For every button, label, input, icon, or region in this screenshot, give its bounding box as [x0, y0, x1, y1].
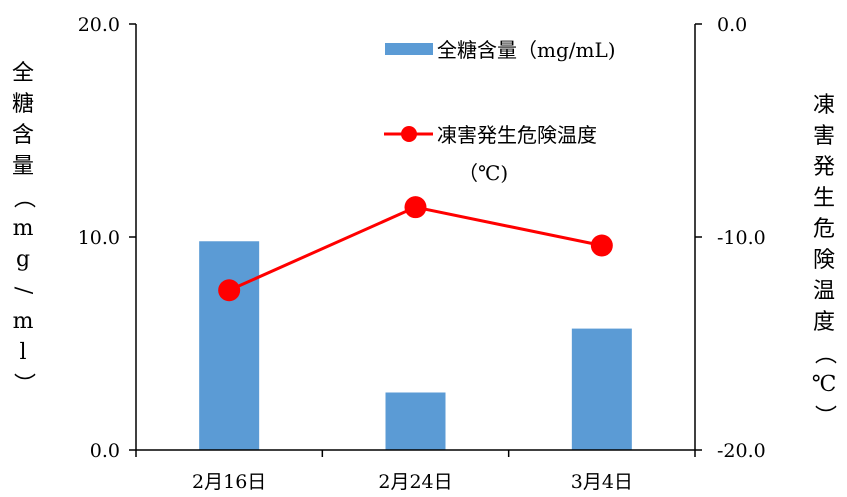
bars-group — [199, 241, 632, 450]
axis-label-char: （ — [10, 186, 36, 209]
axis-label-char: ） — [811, 404, 837, 427]
axis-label-char: 凍 — [812, 93, 835, 118]
x-tick-label-2: 3月4日 — [571, 471, 633, 493]
y-axis-left-label: 全糖含量（m g / m l） — [8, 58, 38, 399]
axis-label-char: 危 — [812, 217, 835, 242]
line-series — [228, 205, 603, 292]
x-tick-label-0: 2月16日 — [192, 471, 266, 493]
y-right-tick-label-0: -20.0 — [717, 440, 766, 462]
y-left-tick-label-1: 10.0 — [78, 227, 120, 249]
axis-label-char: g — [15, 247, 31, 272]
axis-label-char: 険 — [812, 248, 835, 273]
ticks-group: 0.0 10.0 20.0 -20.0 -10.0 0.0 2月16日 2月24日 3月4日 — [78, 14, 766, 493]
legend-line-marker — [401, 126, 417, 142]
legend-bar-label: 全糖含量（mg/mL) — [437, 38, 616, 62]
axis-label-char: m — [12, 216, 34, 241]
axis-label-char: ℃ — [811, 372, 837, 397]
axis-label-char: 含 — [11, 123, 34, 148]
axis-label-char: 生 — [812, 186, 835, 211]
axis-label-char: 度 — [812, 310, 835, 335]
legend: 全糖含量（mg/mL) 凍害発生危険温度 （℃) — [384, 38, 616, 185]
legend-line-label: 凍害発生危険温度 — [437, 123, 597, 147]
x-tick-label-1: 2月24日 — [378, 471, 452, 493]
y-axis-right-label: 凍害発生危険温度 （ ℃ ） — [809, 90, 839, 431]
axis-label-char: 糖 — [11, 92, 34, 117]
axis-label-char: （ — [811, 342, 837, 365]
y-left-tick-label-0: 0.0 — [90, 440, 120, 462]
legend-bar-swatch — [385, 43, 433, 55]
axis-label-char: 全 — [11, 61, 34, 86]
line-point-2 — [590, 234, 613, 257]
axes-group — [129, 23, 702, 457]
y-left-tick-label-2: 20.0 — [78, 14, 120, 36]
legend-line-label-cont: （℃) — [458, 161, 508, 185]
axis-label-char: / — [10, 286, 36, 295]
axis-label-char: 害 — [812, 124, 835, 149]
axis-label-char: ） — [10, 372, 36, 395]
axis-label-char: 温 — [812, 279, 835, 304]
line-series-group — [218, 196, 613, 302]
axis-label-char: l — [19, 340, 27, 365]
line-point-1 — [404, 196, 427, 219]
bar-0 — [199, 241, 260, 450]
axis-label-char: 発 — [812, 155, 835, 180]
line-point-0 — [218, 279, 241, 302]
axis-label-char: 量 — [11, 154, 34, 179]
bar-1 — [385, 392, 446, 450]
y-right-tick-label-2: 0.0 — [717, 14, 747, 36]
bar-2 — [571, 328, 632, 450]
y-right-tick-label-1: -10.0 — [717, 227, 766, 249]
axis-label-char: m — [12, 309, 34, 334]
